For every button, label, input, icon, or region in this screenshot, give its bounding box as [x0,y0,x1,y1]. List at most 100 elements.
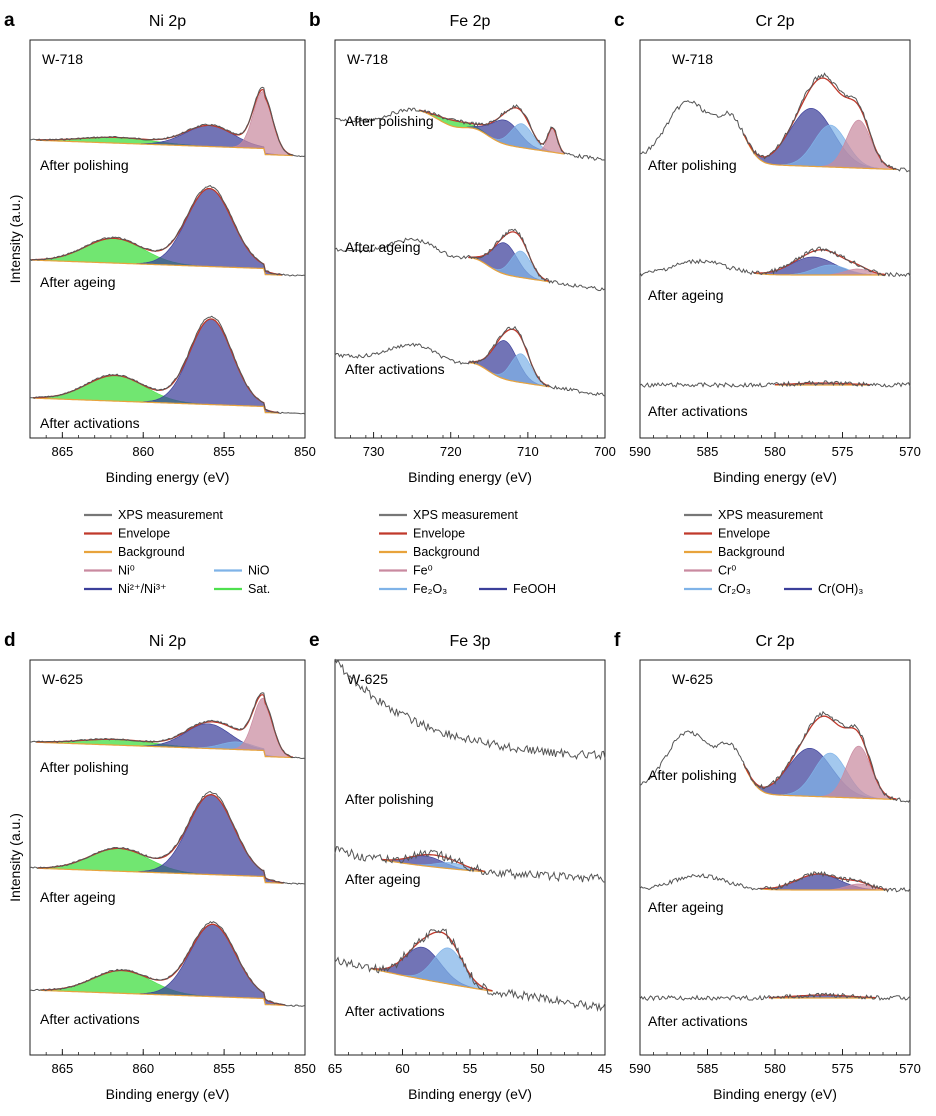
row-label: After ageing [345,871,421,887]
xps-measurement-line [29,790,306,885]
x-tick-label: 865 [52,1061,74,1076]
envelope-line [37,794,284,884]
row-label: After ageing [648,899,724,915]
panel-title: Ni 2p [149,633,186,650]
series-1: After polishing [639,710,911,803]
background-line [742,133,897,171]
x-tick-label: 580 [764,1061,786,1076]
panel-letter: c [614,10,625,31]
envelope-line [774,382,870,386]
x-tick-label: 60 [395,1061,409,1076]
x-tick-label: 590 [629,444,651,459]
legend-item-oxide: Fe₂O₃ [379,582,447,596]
legend-item-metal: Cr⁰ [684,564,736,578]
legend-item-measurement: XPS measurement [84,508,223,522]
panel-title: Fe 3p [450,633,491,650]
panel-letter: e [309,630,320,651]
x-tick-label: 55 [463,1061,477,1076]
x-tick-label: 570 [899,444,921,459]
x-tick-label: 700 [594,444,616,459]
legend-area: XPS measurement Envelope Background Ni⁰ Ni²⁺… [84,508,863,596]
legend-label: Envelope [718,527,770,541]
plot-frame [639,39,911,439]
panel-letter: b [309,10,321,31]
y-axis-label: Intensity (a.u.) [7,195,23,284]
plot-frame [29,39,306,439]
legend-item-oxide: NiO [214,564,270,578]
series-1: After polishing [639,72,911,173]
series-3: After activations [29,315,306,431]
legend-item-background: Background [379,545,480,559]
xps-measurement-line [334,228,606,292]
background-line [33,397,280,414]
legend-item-satellite: Sat. [214,582,270,596]
xps-measurement-line [30,692,306,760]
x-tick-label: 65 [328,1061,342,1076]
row-label: After polishing [40,157,129,173]
background-line [418,110,565,155]
legend-cr: XPS measurement Envelope Background Cr⁰ Cr(O… [684,508,863,596]
legend-item-envelope: Envelope [84,527,170,541]
x-tick-label: 860 [132,444,154,459]
legend-label: XPS measurement [413,508,518,522]
panel-letter: d [4,630,16,651]
row-label: After activations [345,361,445,377]
sample-label: W-625 [672,671,713,687]
plot-frame [334,39,606,439]
x-tick-label: 710 [517,444,539,459]
legend-label: XPS measurement [118,508,223,522]
legend-label: Ni²⁺/Ni³⁺ [118,582,167,596]
xps-measurement-line [29,921,306,1007]
xps-measurement-line [639,246,911,278]
row-label: After ageing [648,287,724,303]
series-2: After ageing [639,870,911,915]
row-label: After ageing [40,889,116,905]
series-1: After polishing [334,658,606,807]
panel-e: e Fe 3p W-625 65 60 55 50 45 Binding energy (eV)… [309,630,612,1102]
row-label: After polishing [648,157,737,173]
background-line [381,859,486,873]
x-tick-label: 585 [697,1061,719,1076]
row-label: After polishing [345,791,434,807]
sample-label: W-625 [42,671,83,687]
background-line [759,888,888,891]
panel-letter: a [4,10,15,31]
xps-measurement-line [334,104,606,161]
sample-label: W-718 [42,51,83,67]
sample-label: W-718 [347,51,388,67]
plot-frame [29,659,306,1056]
series-1: After polishing [334,104,606,161]
series-2: After ageing [639,246,911,303]
sample-label: W-718 [672,51,713,67]
row-label: After polishing [648,767,737,783]
xps-measurement-line [639,380,911,389]
legend-item-hydroxide: FeOOH [479,582,556,596]
xps-measurement-line [639,710,911,803]
row-label: After activations [345,1003,445,1019]
series-1: After polishing [29,86,306,173]
xps-measurement-line [639,870,911,893]
xps-measurement-line [334,928,606,1012]
legend-ni: XPS measurement Envelope Background Ni⁰ Ni²⁺… [84,508,270,596]
xps-measurement-line [334,658,606,761]
x-tick-label: 50 [530,1061,544,1076]
x-tick-label: 570 [899,1061,921,1076]
series-3: After activations [639,992,911,1029]
legend-item-background: Background [684,545,785,559]
x-tick-label: 850 [294,1061,316,1076]
panel-b: b Fe 2p W-718 730 720 710 700 Binding energy (e… [309,10,616,485]
legend-item-metal: Ni⁰ [84,564,135,578]
background-line [31,259,283,276]
x-axis-label: Binding energy (eV) [408,469,532,485]
legend-label: Background [413,545,480,559]
xps-measurement-line [334,325,606,397]
series-2: After ageing [29,790,306,905]
series-2: After ageing [334,228,606,292]
legend-item-hydroxide: Cr(OH)₃ [784,582,863,596]
legend-item-metal: Fe⁰ [379,564,433,578]
series-2: After ageing [334,846,605,887]
row-label: After activations [40,415,140,431]
sample-label: W-625 [347,671,388,687]
x-axis-label: Binding energy (eV) [713,469,837,485]
